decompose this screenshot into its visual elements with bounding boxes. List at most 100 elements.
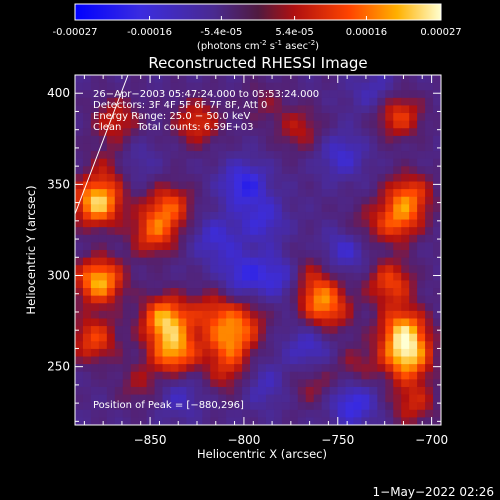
heatmap-cell (138, 219, 148, 228)
heatmap-cell (234, 402, 243, 411)
heatmap-cell (234, 158, 243, 167)
heatmap-cell (146, 280, 155, 289)
heatmap-cell (162, 234, 171, 243)
heatmap-cell (409, 288, 418, 297)
heatmap-cell (75, 151, 84, 160)
heatmap-cell (385, 211, 394, 220)
heatmap-cell (202, 189, 211, 198)
heatmap-cell (313, 166, 323, 175)
heatmap-cell (417, 295, 426, 304)
heatmap-cell (361, 135, 370, 144)
heatmap-cell (273, 386, 283, 395)
heatmap-cell (194, 75, 203, 84)
heatmap-cell (289, 326, 299, 335)
heatmap-cell (273, 128, 283, 137)
heatmap-cell (234, 166, 243, 175)
heatmap-cell (210, 143, 219, 152)
heatmap-cell (146, 257, 155, 266)
heatmap-cell (433, 310, 441, 319)
heatmap-cell (194, 364, 203, 373)
heatmap-cell (289, 250, 299, 259)
heatmap-cell (178, 250, 187, 259)
heatmap-cell (265, 394, 275, 403)
heatmap-cell (114, 417, 124, 425)
heatmap-cell (297, 105, 307, 114)
heatmap-cell (202, 105, 211, 114)
heatmap-cell (369, 242, 378, 251)
heatmap-cell (114, 181, 124, 190)
heatmap-cell (409, 348, 418, 357)
heatmap-cell (258, 310, 267, 319)
heatmap-cell (218, 288, 227, 297)
heatmap-cell (265, 409, 275, 418)
heatmap-cell (114, 356, 124, 365)
heatmap-cell (202, 82, 211, 91)
heatmap-cell (305, 211, 315, 220)
heatmap-cell (337, 181, 346, 190)
heatmap-cell (417, 120, 426, 129)
heatmap-cell (417, 356, 426, 365)
heatmap-cell (146, 341, 155, 350)
heatmap-cell (369, 250, 378, 259)
heatmap-cell (393, 341, 402, 350)
heatmap-cell (114, 303, 124, 312)
heatmap-cell (114, 386, 124, 395)
heatmap-cell (82, 227, 92, 236)
heatmap-cell (186, 120, 195, 129)
heatmap-cell (297, 371, 307, 380)
heatmap-cell (194, 303, 203, 312)
heatmap-cell (313, 113, 323, 122)
heatmap-cell (345, 189, 354, 198)
heatmap-cell (82, 257, 92, 266)
heatmap-cell (345, 143, 354, 152)
heatmap-cell (194, 120, 203, 129)
heatmap-cell (353, 341, 362, 350)
heatmap-cell (194, 402, 203, 411)
heatmap-cell (273, 82, 283, 91)
heatmap-cell (202, 219, 211, 228)
heatmap-cell (258, 105, 267, 114)
heatmap-cell (218, 75, 227, 84)
heatmap-cell (226, 158, 235, 167)
heatmap-cell (218, 158, 227, 167)
heatmap-cell (98, 242, 108, 251)
heatmap-cell (114, 265, 124, 274)
heatmap-cell (146, 379, 155, 388)
heatmap-cell (361, 173, 370, 182)
heatmap-cell (313, 204, 323, 213)
heatmap-cell (82, 295, 92, 304)
heatmap-cell (353, 394, 362, 403)
heatmap-cell (273, 227, 283, 236)
heatmap-cell (186, 310, 195, 319)
heatmap-cell (138, 151, 148, 160)
heatmap-cell (178, 158, 187, 167)
heatmap-cell (146, 211, 155, 220)
heatmap-cell (417, 242, 426, 251)
heatmap-cell (210, 265, 219, 274)
heatmap-cell (242, 265, 251, 274)
heatmap-cell (162, 333, 171, 342)
heatmap-cell (122, 143, 132, 152)
heatmap-cell (337, 151, 346, 160)
heatmap-cell (361, 113, 370, 122)
clean-counts-text: Clean Total counts: 6.59E+03 (93, 122, 253, 133)
heatmap-cell (353, 90, 362, 99)
heatmap-cell (273, 371, 283, 380)
heatmap-cell (369, 394, 378, 403)
heatmap-cell (401, 250, 410, 259)
heatmap-cell (297, 166, 307, 175)
heatmap-cell (234, 379, 243, 388)
heatmap-cell (345, 151, 354, 160)
heatmap-cell (329, 75, 338, 84)
heatmap-cell (218, 417, 227, 425)
heatmap-cell (138, 265, 148, 274)
heatmap-cell (305, 333, 315, 342)
heatmap-cell (202, 288, 211, 297)
heatmap-cell (186, 417, 195, 425)
heatmap-cell (313, 280, 323, 289)
heatmap-cell (234, 364, 243, 373)
heatmap-cell (369, 173, 378, 182)
heatmap-cell (258, 90, 267, 99)
heatmap-cell (242, 386, 251, 395)
heatmap-cell (353, 265, 362, 274)
